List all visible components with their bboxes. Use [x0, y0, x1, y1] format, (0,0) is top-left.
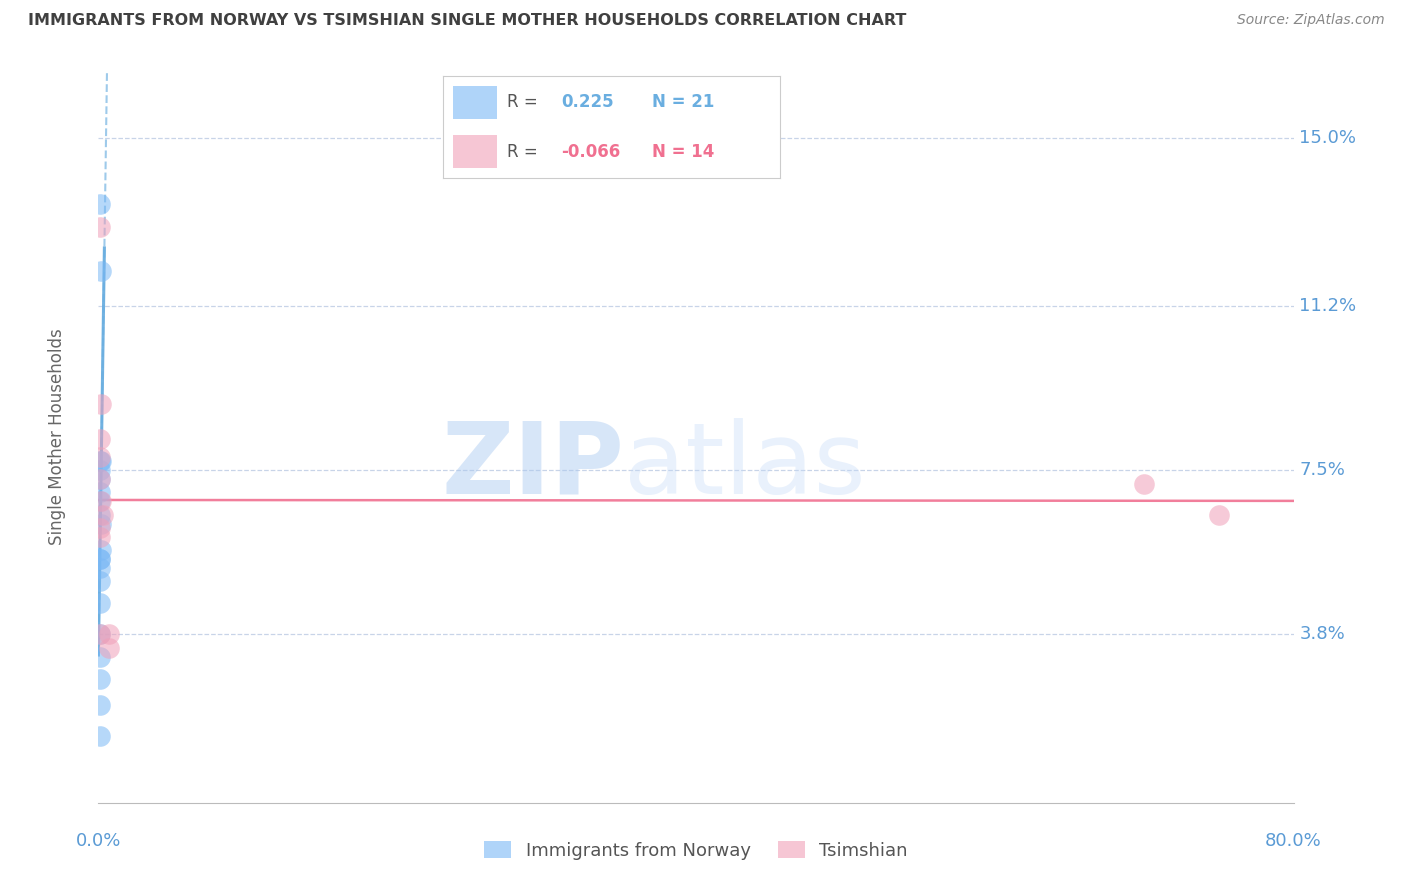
FancyBboxPatch shape [453, 87, 496, 119]
Point [89, 472, 111, 486]
Text: atlas: atlas [624, 417, 866, 515]
Text: 80.0%: 80.0% [1265, 832, 1322, 850]
Point [89, 197, 111, 211]
Point [89, 463, 111, 477]
Point [89, 472, 111, 486]
Point [89, 627, 111, 641]
Point [89, 508, 111, 522]
Point [89, 729, 111, 743]
Point [90, 397, 112, 411]
Point [89, 672, 111, 686]
Text: Single Mother Households: Single Mother Households [48, 329, 66, 545]
Point [89, 698, 111, 713]
Point [89, 574, 111, 589]
FancyBboxPatch shape [453, 136, 496, 168]
Text: N = 14: N = 14 [652, 143, 714, 161]
Text: Source: ZipAtlas.com: Source: ZipAtlas.com [1237, 13, 1385, 28]
Point [89, 450, 111, 464]
Legend: Immigrants from Norway, Tsimshian: Immigrants from Norway, Tsimshian [477, 834, 915, 867]
Point [89, 454, 111, 468]
Point [89, 552, 111, 566]
Text: ZIP: ZIP [441, 417, 624, 515]
Text: -0.066: -0.066 [561, 143, 620, 161]
Point [89, 552, 111, 566]
Point [89, 561, 111, 575]
Text: 0.225: 0.225 [561, 94, 613, 112]
Point [90, 454, 112, 468]
Text: R =: R = [508, 94, 537, 112]
Point [89, 530, 111, 544]
Point [89, 596, 111, 610]
Point [97, 627, 120, 641]
Point [89, 521, 111, 535]
Point [90, 516, 112, 531]
Point [1208, 508, 1230, 522]
Point [90, 494, 112, 508]
Text: IMMIGRANTS FROM NORWAY VS TSIMSHIAN SINGLE MOTHER HOUSEHOLDS CORRELATION CHART: IMMIGRANTS FROM NORWAY VS TSIMSHIAN SING… [28, 13, 907, 29]
Point [90, 264, 112, 278]
Point [91, 508, 114, 522]
Text: 15.0%: 15.0% [1299, 128, 1357, 147]
Point [89, 485, 111, 500]
Text: 7.5%: 7.5% [1299, 461, 1346, 479]
Point [89, 494, 111, 508]
Point [1133, 476, 1156, 491]
Point [89, 649, 111, 664]
Point [89, 432, 111, 446]
Text: N = 21: N = 21 [652, 94, 714, 112]
Point [89, 219, 111, 234]
Text: 3.8%: 3.8% [1299, 625, 1346, 643]
Text: R =: R = [508, 143, 537, 161]
Text: 11.2%: 11.2% [1299, 297, 1357, 315]
Point [97, 640, 120, 655]
Point [89, 627, 111, 641]
Point [90, 543, 112, 558]
Text: 0.0%: 0.0% [76, 832, 121, 850]
